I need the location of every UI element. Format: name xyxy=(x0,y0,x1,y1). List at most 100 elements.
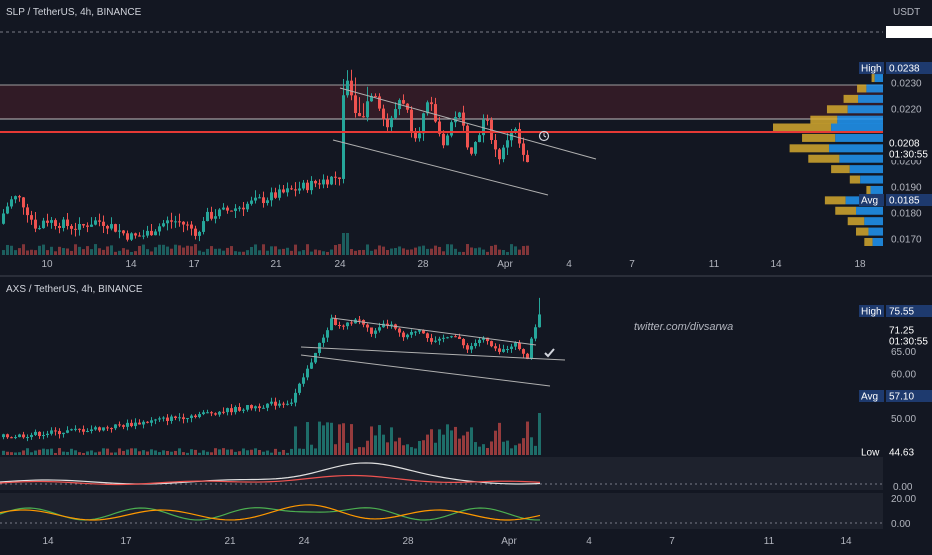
slp-candle-body xyxy=(78,224,81,230)
slp-candle-body xyxy=(314,180,317,184)
axs-volume-bar xyxy=(246,450,249,455)
slp-candle-body xyxy=(434,104,437,122)
slp-channel-lower[interactable] xyxy=(332,139,549,196)
slp-candle-body xyxy=(282,189,285,193)
axs-volume-bar xyxy=(514,445,517,455)
slp-candle-body xyxy=(270,192,273,201)
slp-candle-body xyxy=(166,220,169,224)
axs-volume-bar xyxy=(438,429,441,455)
slp-candle-body xyxy=(418,133,421,139)
slp-channel-upper[interactable] xyxy=(339,87,597,160)
slp-tag-label: Avg xyxy=(861,196,878,207)
alarm-clock-icon[interactable] xyxy=(538,130,550,142)
slp-time-tick: 4 xyxy=(566,259,572,270)
slp-pane[interactable]: SLP / TetherUS, 4h, BINANCE USDT 0.02300… xyxy=(0,7,932,270)
axs-tag-value: 71.25 xyxy=(889,326,914,337)
slp-volume-bar xyxy=(110,245,113,255)
slp-volume-bar xyxy=(322,251,325,255)
axs-channel-upper[interactable] xyxy=(331,317,537,346)
axs-candle-body xyxy=(326,330,329,338)
axs-volume-bar xyxy=(406,444,409,455)
slp-volume-bar xyxy=(82,249,85,255)
axs-candles xyxy=(2,297,541,442)
axs-time-axis[interactable]: 14 17 21 24 28 Apr 4 7 11 14 xyxy=(42,536,852,547)
slp-candle-body xyxy=(30,215,33,220)
axs-candle-body xyxy=(382,323,385,328)
axs-candle-body xyxy=(58,431,61,435)
slp-candle-body xyxy=(158,226,161,232)
axs-candle-body xyxy=(346,322,349,327)
slp-volume-bar xyxy=(390,248,393,255)
ma-pane-bg xyxy=(0,457,883,490)
axs-volume-bar xyxy=(474,442,477,455)
slp-candle-body xyxy=(514,129,517,132)
axs-candle-body xyxy=(22,434,25,438)
slp-candle-body xyxy=(422,113,425,134)
axs-volume-bar xyxy=(22,450,25,455)
slp-volume-bar xyxy=(122,248,125,255)
slp-candle-body xyxy=(94,220,97,225)
slp-vp-up-bar xyxy=(860,175,883,184)
axs-volume-bar xyxy=(66,451,69,455)
slp-volume-bar xyxy=(298,251,301,255)
axs-channel-lower[interactable] xyxy=(300,346,566,361)
oscillator-pane[interactable]: 20.00 0.00 xyxy=(0,493,916,530)
slp-candle-body xyxy=(178,221,181,223)
axs-candle-body xyxy=(126,422,129,427)
slp-volume-bar xyxy=(438,246,441,255)
axs-candle-body xyxy=(322,337,325,343)
axs-volume-bar xyxy=(326,422,329,455)
slp-candle-body xyxy=(186,224,189,226)
slp-tag-box xyxy=(886,194,932,206)
axs-volume-bar xyxy=(46,449,49,455)
axs-candle-body xyxy=(78,428,81,430)
slp-candle-body xyxy=(62,219,65,228)
slp-candle-body xyxy=(190,224,193,229)
axs-candle-body xyxy=(506,349,509,351)
slp-candle-body xyxy=(254,197,257,201)
slp-time-tick: 21 xyxy=(270,259,282,270)
axs-candle-body xyxy=(118,424,121,426)
slp-volume-bar xyxy=(210,246,213,255)
slp-candle-body xyxy=(474,142,477,154)
slp-volume-bar xyxy=(118,250,121,255)
axs-volume-bar xyxy=(78,452,81,455)
slp-candle-body xyxy=(174,221,177,223)
axs-volume-bar xyxy=(418,441,421,455)
slp-time-tick: 10 xyxy=(41,259,53,270)
slp-time-axis[interactable]: 10 14 17 21 24 28 Apr 4 7 11 14 18 xyxy=(41,259,866,270)
slp-volume-bar xyxy=(202,251,205,255)
slp-vp-up-bar xyxy=(870,185,883,194)
slp-price-axis[interactable]: 0.0230 0.0220 0.0200 0.0190 0.0180 0.0170 xyxy=(891,78,922,245)
slp-vp-down-bar xyxy=(773,123,832,132)
axs-candle-body xyxy=(86,431,89,433)
axs-candle-body xyxy=(166,417,169,421)
axs-candle-body xyxy=(414,331,417,333)
axs-channel-bottom[interactable] xyxy=(300,354,551,387)
slp-vp-down-bar xyxy=(808,154,840,163)
slp-volume-bar xyxy=(86,246,89,255)
slp-candle-body xyxy=(286,188,289,193)
slp-candle-body xyxy=(430,102,433,105)
slp-candle-body xyxy=(366,101,369,118)
slp-time-tick: 14 xyxy=(125,259,137,270)
slp-volume-bar xyxy=(410,249,413,255)
axs-pane[interactable]: twitter.com/divsarwa AXS / TetherUS, 4h,… xyxy=(2,284,932,459)
axs-candle-body xyxy=(350,322,353,324)
axs-candle-body xyxy=(142,421,145,425)
slp-volume-bar xyxy=(18,248,21,255)
axs-candle-body xyxy=(454,336,457,338)
slp-vp-down-bar xyxy=(864,237,873,246)
axs-volume-bar xyxy=(182,452,185,455)
axs-volume-bar xyxy=(142,450,145,455)
axs-candle-body xyxy=(218,411,221,415)
axs-tag-label-box xyxy=(859,390,884,402)
ma-indicator-pane[interactable]: 0.00 xyxy=(0,457,913,493)
axs-volume-bar xyxy=(322,425,325,455)
slp-candle-body xyxy=(258,197,261,199)
slp-time-tick: 18 xyxy=(854,259,866,270)
